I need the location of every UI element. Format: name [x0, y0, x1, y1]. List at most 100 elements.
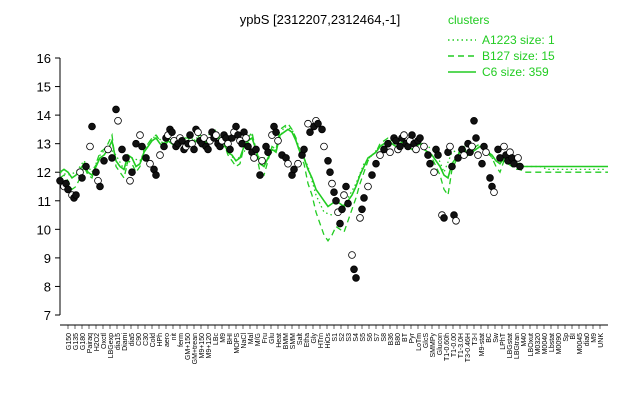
data-point: [332, 197, 340, 205]
data-point: [482, 148, 490, 157]
x-tick-label: M9: [220, 333, 227, 343]
data-point: [132, 139, 140, 148]
data-point: [108, 154, 116, 162]
legend-label: C6 size: 359: [482, 65, 549, 79]
data-point: [100, 157, 108, 165]
x-tick-label: Lbstat: [549, 333, 556, 352]
data-point: [320, 142, 328, 151]
x-tick-label: Pyr: [409, 332, 416, 343]
data-point: [516, 162, 524, 171]
data-point: [56, 177, 64, 185]
data-point: [452, 217, 460, 225]
data-point: [178, 137, 186, 145]
x-tick-label: T1-0.60h: [444, 333, 451, 361]
data-point: [212, 131, 220, 139]
x-tick-label: Sp: [563, 333, 570, 342]
data-point: [400, 131, 408, 139]
data-point: [250, 154, 258, 162]
data-point: [416, 134, 424, 142]
x-tick-label: Diami: [122, 333, 129, 351]
x-tick-label: BC: [486, 333, 493, 343]
x-tick-label: LBOxut: [528, 333, 535, 356]
data-point: [460, 151, 468, 159]
legend: clusters A1223 size: 1 B127 size: 15 C6 si…: [448, 13, 555, 79]
x-tick-label: dia5: [129, 333, 136, 346]
data-point: [258, 157, 266, 165]
series-line-dashed: [59, 122, 608, 242]
data-point: [88, 122, 96, 131]
data-point: [290, 165, 298, 174]
data-point: [448, 162, 456, 171]
data-point: [490, 188, 498, 197]
data-point: [364, 182, 372, 191]
data-point: [420, 142, 428, 151]
y-tick-label: 11: [38, 194, 52, 209]
data-point: [494, 145, 502, 154]
x-tick-label: M9+120: [206, 333, 213, 359]
x-tick-label: LBGstat: [507, 333, 514, 358]
data-point: [284, 159, 292, 168]
x-tick-label: HTrn: [318, 333, 325, 348]
y-tick-label: 12: [37, 165, 51, 180]
data-point: [146, 159, 154, 168]
x-tick-label: HPh: [157, 333, 164, 347]
y-tick-label: 7: [44, 308, 51, 323]
x-tick-label: GM+trean: [192, 333, 199, 364]
x-tick-label: Glucon: [437, 333, 444, 355]
x-tick-label: S6: [367, 333, 374, 342]
x-tick-label: M40: [521, 333, 528, 347]
data-point: [350, 265, 358, 274]
x-tick-label: BT: [402, 332, 409, 342]
y-tick-label: 16: [37, 51, 51, 66]
x-tick-label: GM+150: [185, 333, 192, 360]
data-point: [500, 142, 508, 151]
x-tick-label: nit: [171, 333, 178, 340]
data-point: [330, 188, 338, 197]
x-tick-label: S2: [339, 333, 346, 342]
data-point: [424, 151, 432, 159]
data-point: [372, 159, 380, 168]
x-tick-label: BHI: [227, 333, 234, 345]
data-point: [82, 162, 90, 171]
x-tick-label: UNK: [598, 333, 605, 348]
data-point: [470, 117, 478, 125]
data-point: [468, 142, 476, 151]
data-point: [342, 182, 350, 191]
data-point: [328, 179, 336, 188]
x-tick-label: NaCl: [241, 333, 248, 349]
x-tick-label: S7: [374, 333, 381, 342]
x-tick-label: M9: [591, 333, 598, 343]
data-point: [96, 182, 104, 191]
data-point: [430, 168, 438, 177]
data-point: [242, 134, 250, 142]
x-tick-label: GlcS: [423, 333, 430, 349]
x-tick-label: dia0: [584, 333, 591, 346]
data-point: [352, 274, 360, 282]
x-tick-label: T3-I: [472, 333, 479, 346]
data-point: [412, 145, 420, 154]
data-point: [238, 139, 246, 148]
data-point: [226, 145, 234, 154]
data-point: [160, 142, 168, 151]
y-tick-label: 15: [37, 80, 51, 95]
data-point: [244, 142, 252, 151]
x-tick-label: C30: [143, 333, 150, 346]
data-point: [118, 145, 126, 154]
x-tick-label: Glu: [269, 333, 276, 344]
data-point: [376, 151, 384, 159]
data-point: [454, 154, 462, 162]
data-point: [92, 168, 100, 177]
data-point: [510, 159, 518, 168]
x-tick-label: M0320: [535, 333, 542, 355]
data-point: [272, 128, 280, 137]
data-point: [200, 134, 208, 142]
x-tick-labels: G150 G135 G180 Pairaq H2O2 Oxctl LBGexp dia15 Di…: [66, 325, 605, 364]
x-tick-label: HiOs: [325, 333, 332, 349]
x-tick-label: BMM: [283, 333, 290, 350]
x-tick-label: Sw: [493, 332, 500, 343]
data-point: [496, 154, 504, 162]
x-tick-label: Oxctl: [101, 333, 108, 349]
x-tick-label: SMMPy: [430, 333, 437, 358]
data-point: [136, 131, 144, 139]
data-point: [168, 128, 176, 137]
